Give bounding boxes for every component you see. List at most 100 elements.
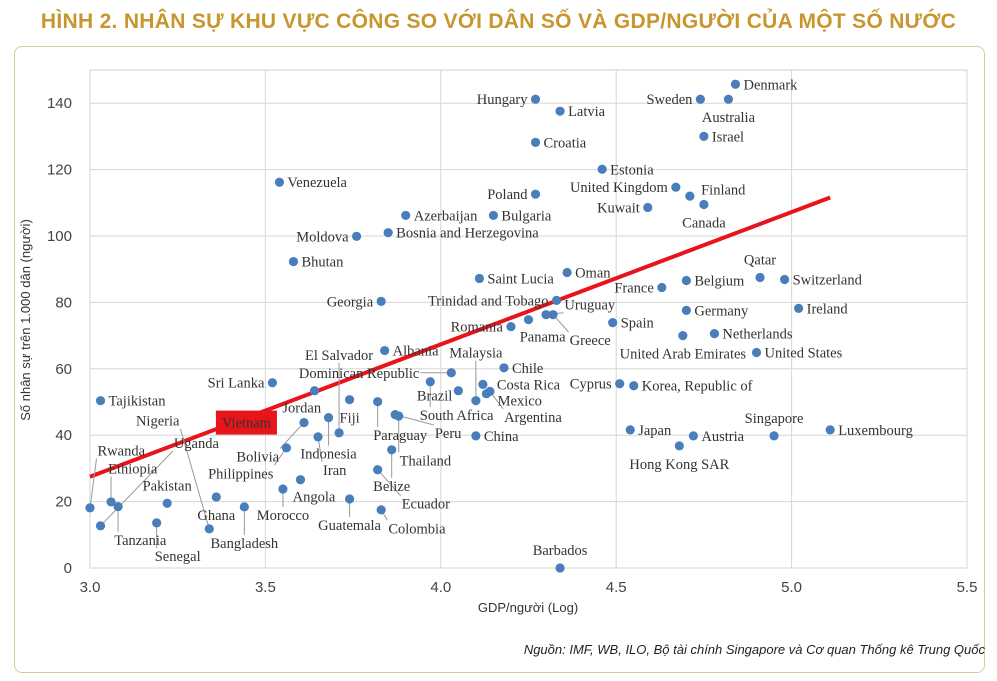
point-label: Georgia <box>327 294 374 310</box>
data-point <box>278 484 288 494</box>
leader-line <box>377 469 402 497</box>
data-point <box>488 210 499 221</box>
data-point <box>485 386 495 396</box>
x-axis-label: GDP/người (Log) <box>478 600 578 615</box>
data-point <box>674 441 684 451</box>
data-point <box>699 199 709 210</box>
data-point <box>555 563 565 573</box>
y-tick-label: 20 <box>55 494 72 511</box>
point-label: Greece <box>570 333 611 349</box>
point-label: China <box>484 429 519 445</box>
data-point <box>685 191 695 201</box>
leader-line <box>179 428 210 529</box>
point-label: Ethiopia <box>108 462 158 478</box>
data-point <box>162 498 172 508</box>
point-label: Angola <box>293 489 336 505</box>
data-point <box>530 137 541 147</box>
data-point <box>446 368 456 378</box>
data-point <box>344 494 355 504</box>
data-point <box>281 443 292 453</box>
data-point <box>681 305 691 315</box>
point-label: Azerbaijan <box>414 208 478 224</box>
point-label: Colombia <box>388 521 446 537</box>
data-point <box>152 518 162 528</box>
data-point <box>562 267 572 278</box>
point-label: Thailand <box>400 453 452 469</box>
point-label: Tajikistan <box>109 394 167 410</box>
point-label: Oman <box>575 266 611 282</box>
data-point <box>755 272 765 283</box>
point-label: Australia <box>702 110 756 126</box>
y-tick-label: 0 <box>64 560 72 577</box>
point-label: United Arab Emirates <box>620 347 747 363</box>
data-point <box>95 396 106 406</box>
data-point <box>352 231 362 241</box>
data-point <box>730 79 741 89</box>
point-label: Austria <box>701 429 744 445</box>
data-point <box>376 505 386 515</box>
data-point <box>625 425 635 435</box>
data-point <box>95 521 106 531</box>
x-tick-label: 5.0 <box>781 579 802 596</box>
data-point <box>313 432 323 442</box>
data-point <box>499 363 509 373</box>
point-label: Sri Lanka <box>208 376 265 392</box>
data-point <box>794 303 804 313</box>
point-label: Singapore <box>745 411 804 427</box>
trend-layer <box>89 195 831 479</box>
point-label: United States <box>765 346 843 362</box>
data-point <box>425 377 435 387</box>
point-label: France <box>614 280 653 296</box>
data-point <box>267 378 278 388</box>
point-label: Switzerland <box>793 272 863 288</box>
point-label: Jordan <box>282 400 321 416</box>
data-point <box>376 296 386 307</box>
point-label: Qatar <box>744 253 776 269</box>
data-point <box>387 445 397 455</box>
point-label: South Africa <box>420 408 494 424</box>
y-tick-label: 120 <box>47 162 72 179</box>
data-point <box>608 318 618 328</box>
data-point <box>344 395 355 405</box>
point-label: Pakistan <box>143 478 193 494</box>
axis-ticks: 0 20 40 60 80 100 120 140 3.0 3.5 4.0 4.5 5.0 5.5 <box>47 95 977 596</box>
data-point <box>401 210 411 221</box>
point-label: Ghana <box>197 508 235 524</box>
point-label: Guatemala <box>318 518 381 534</box>
point-label: Indonesia <box>300 447 357 463</box>
data-point <box>474 273 484 284</box>
data-point <box>373 397 383 407</box>
data-point <box>548 310 558 320</box>
y-tick-label: 80 <box>55 294 72 311</box>
x-tick-label: 3.0 <box>80 579 101 596</box>
data-point <box>657 282 667 293</box>
y-tick-label: 60 <box>55 361 72 378</box>
point-labels: Denmark Sweden Australia Hungary Latvia Croat… <box>98 77 913 565</box>
grid <box>89 69 968 569</box>
data-point <box>85 503 95 513</box>
data-point <box>678 331 688 341</box>
point-label: Vietnam <box>222 416 272 432</box>
source-note: Nguồn: IMF, WB, ILO, Bộ tài chính Singap… <box>523 642 985 657</box>
data-point <box>825 425 835 435</box>
data-point <box>506 322 516 332</box>
y-tick-label: 140 <box>47 95 72 112</box>
y-axis-label: Số nhân sự trên 1.000 dân (người) <box>18 219 33 421</box>
point-label: United Kingdom <box>570 180 669 196</box>
point-label: Paraguay <box>373 428 428 444</box>
point-label: Uganda <box>174 436 220 452</box>
point-label: Canada <box>682 215 726 231</box>
data-point <box>295 475 306 485</box>
point-label: Estonia <box>610 162 654 178</box>
data-point <box>530 94 541 104</box>
point-label: El Salvador <box>305 348 373 364</box>
point-label: Croatia <box>544 135 587 151</box>
data-point <box>681 275 691 286</box>
data-point <box>751 347 762 358</box>
point-label: Uruguay <box>564 298 615 314</box>
point-label: Romania <box>451 320 504 336</box>
data-point <box>204 524 214 534</box>
data-point <box>555 106 565 116</box>
point-label: Cyprus <box>570 377 612 393</box>
point-label: Luxembourg <box>838 423 913 439</box>
